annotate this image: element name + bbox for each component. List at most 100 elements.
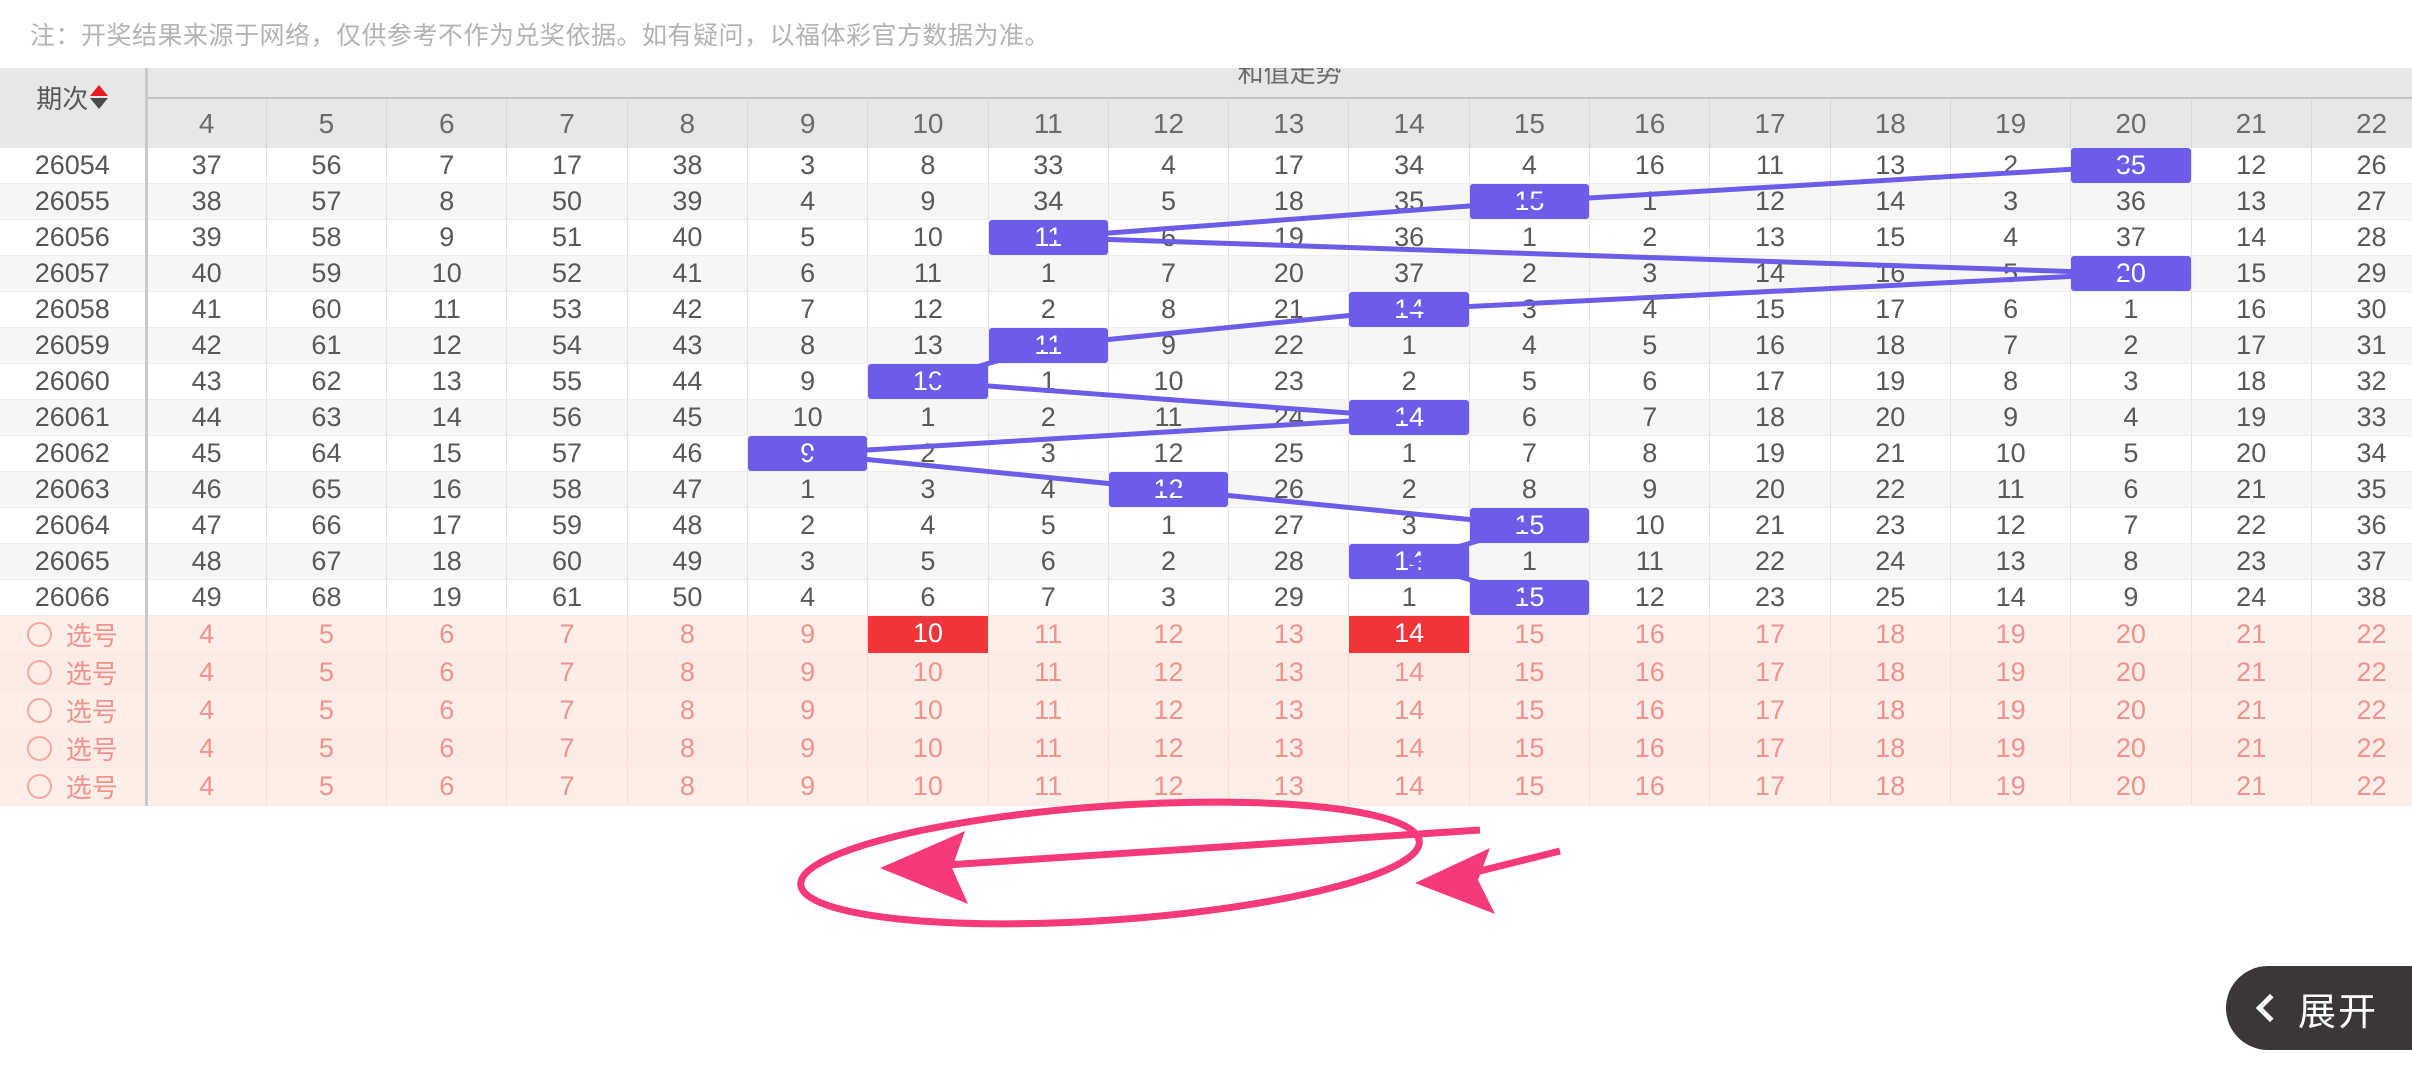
radio-circle-icon[interactable] (26, 774, 52, 799)
cell[interactable]: 58 (266, 219, 388, 256)
pick-cell[interactable]: 19 (1950, 729, 2072, 768)
pick-cell[interactable]: 4 (146, 615, 267, 654)
cell[interactable]: 22 (1228, 327, 1350, 364)
cell[interactable]: 5 (1950, 255, 2072, 292)
cell[interactable]: 49 (627, 543, 748, 580)
cell[interactable]: 2 (747, 507, 869, 544)
pick-cell[interactable]: 19 (1950, 767, 2072, 806)
cell[interactable]: 3 (1348, 507, 1470, 544)
cell-hit[interactable]: 14 (1348, 291, 1470, 328)
cell[interactable]: 42 (627, 291, 748, 328)
cell[interactable]: 10 (1108, 363, 1230, 400)
column-header-10[interactable]: 10 (867, 97, 989, 148)
cell[interactable]: 47 (627, 471, 748, 508)
pick-cell[interactable]: 14 (1348, 691, 1470, 730)
cell[interactable]: 16 (1709, 327, 1831, 364)
radio-circle-icon[interactable] (26, 736, 52, 761)
column-header-18[interactable]: 18 (1830, 97, 1951, 148)
cell[interactable]: 6 (1589, 363, 1711, 400)
cell[interactable]: 15 (1830, 219, 1951, 256)
cell[interactable]: 21 (1709, 507, 1831, 544)
cell[interactable]: 16 (386, 471, 508, 508)
cell[interactable]: 19 (386, 579, 508, 616)
cell[interactable]: 5 (1589, 327, 1711, 364)
pick-cell[interactable]: 20 (2070, 691, 2192, 730)
pick-cell[interactable]: 20 (2070, 615, 2192, 654)
cell[interactable]: 2 (988, 291, 1109, 328)
pick-cell[interactable]: 5 (266, 767, 388, 806)
cell[interactable]: 31 (2311, 327, 2412, 364)
pick-cell[interactable]: 9 (747, 691, 869, 730)
cell-hit[interactable]: 20 (2070, 255, 2192, 292)
cell[interactable]: 30 (2311, 291, 2412, 328)
cell[interactable]: 49 (146, 579, 267, 616)
pick-cell[interactable]: 18 (1830, 615, 1951, 654)
cell[interactable]: 16 (2191, 291, 2312, 328)
cell[interactable]: 16 (1589, 148, 1711, 184)
cell[interactable]: 18 (1830, 327, 1951, 364)
cell-hit[interactable]: 14 (1348, 399, 1470, 436)
cell[interactable]: 14 (2191, 219, 2312, 256)
pick-cell[interactable]: 8 (627, 615, 748, 654)
cell[interactable]: 7 (1469, 435, 1591, 472)
cell[interactable]: 37 (2311, 543, 2412, 580)
cell[interactable]: 22 (1709, 543, 1831, 580)
cell[interactable]: 13 (1830, 148, 1951, 184)
cell-hit[interactable]: 15 (1469, 183, 1591, 220)
pick-cell[interactable]: 17 (1709, 767, 1831, 806)
pick-cell[interactable]: 19 (1950, 653, 2072, 692)
cell[interactable]: 28 (2311, 219, 2412, 256)
pick-row[interactable]: 选号 4 5 6 7 8 9 10 11 12 13 14 15 16 17 18 19 20 21 22 (0, 691, 2412, 730)
cell[interactable]: 7 (1589, 399, 1711, 436)
cell[interactable]: 6 (867, 579, 989, 616)
column-header-5[interactable]: 5 (266, 97, 388, 148)
cell[interactable]: 41 (146, 291, 267, 328)
cell[interactable]: 21 (1228, 291, 1350, 328)
cell[interactable]: 2 (1108, 543, 1230, 580)
sort-desc-icon[interactable] (90, 98, 109, 109)
cell[interactable]: 62 (266, 363, 388, 400)
pick-cell[interactable]: 22 (2311, 691, 2412, 730)
cell[interactable]: 23 (2191, 543, 2312, 580)
cell[interactable]: 17 (1228, 148, 1350, 184)
cell[interactable]: 3 (988, 435, 1109, 472)
cell[interactable]: 6 (2070, 471, 2192, 508)
cell[interactable]: 16 (1830, 255, 1951, 292)
pick-cell[interactable]: 6 (386, 691, 508, 730)
cell-hit[interactable]: 10 (867, 363, 989, 400)
cell[interactable]: 29 (2311, 255, 2412, 292)
cell[interactable]: 7 (386, 148, 508, 184)
cell[interactable]: 8 (867, 148, 989, 184)
pick-cell[interactable]: 8 (627, 729, 748, 768)
cell[interactable]: 11 (1709, 148, 1831, 184)
cell-hit[interactable]: 12 (1108, 471, 1230, 508)
cell-hit[interactable]: 15 (1469, 507, 1591, 544)
cell[interactable]: 10 (1950, 435, 2072, 472)
cell[interactable]: 13 (386, 363, 508, 400)
pick-cell[interactable]: 18 (1830, 767, 1951, 806)
pick-cell[interactable]: 22 (2311, 729, 2412, 768)
cell[interactable]: 25 (1830, 579, 1951, 616)
pick-cell[interactable]: 6 (386, 729, 508, 768)
cell[interactable]: 6 (1469, 399, 1591, 436)
cell[interactable]: 1 (988, 255, 1109, 292)
cell[interactable]: 23 (1830, 507, 1951, 544)
cell[interactable]: 13 (867, 327, 989, 364)
cell[interactable]: 8 (1469, 471, 1591, 508)
expand-button[interactable]: 展开 (2225, 966, 2412, 1050)
cell[interactable]: 34 (2311, 435, 2412, 472)
cell[interactable]: 5 (1108, 183, 1230, 220)
pick-cell[interactable]: 17 (1709, 691, 1831, 730)
pick-row-selector[interactable]: 选号 (0, 729, 148, 768)
cell[interactable]: 65 (266, 471, 388, 508)
cell[interactable]: 57 (266, 183, 388, 220)
cell[interactable]: 63 (266, 399, 388, 436)
cell[interactable]: 61 (266, 327, 388, 364)
cell[interactable]: 11 (1950, 471, 2072, 508)
pick-cell[interactable]: 16 (1589, 729, 1711, 768)
column-header-17[interactable]: 17 (1709, 97, 1831, 148)
pick-cell[interactable]: 16 (1589, 615, 1711, 654)
pick-row[interactable]: 选号 4 5 6 7 8 9 10 11 12 13 14 15 16 17 18 19 20 21 22 (0, 653, 2412, 692)
cell[interactable]: 29 (1228, 579, 1350, 616)
pick-cell-selected[interactable]: 14 (1348, 615, 1470, 654)
